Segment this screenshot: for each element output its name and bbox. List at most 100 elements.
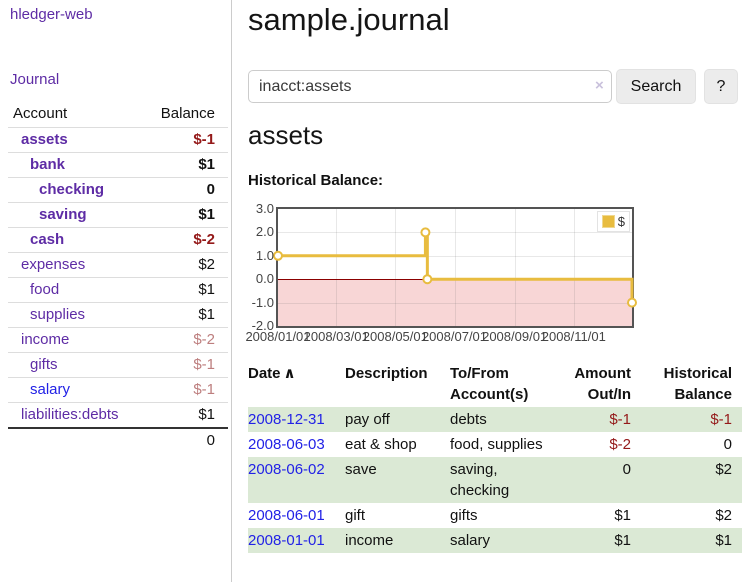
accounts-total-value: 0	[141, 427, 228, 453]
account-balance: $1	[141, 152, 228, 178]
legend-swatch-icon	[601, 215, 615, 228]
account-link-gifts[interactable]: gifts	[30, 356, 58, 373]
transaction-description: pay off	[345, 407, 450, 432]
x-axis-tick-label: 2008/01/01	[245, 329, 311, 344]
x-axis-tick-label: 2008/11/01	[541, 329, 606, 344]
balance-series-line	[273, 227, 637, 308]
x-axis-tick-label: 2008/07/01	[421, 329, 488, 344]
transaction-date-link[interactable]: 2008-06-03	[248, 436, 325, 453]
account-balance: $1	[141, 402, 228, 429]
accounts-table-header: Account Balance	[8, 102, 228, 128]
accounts-column-header: Account	[8, 102, 142, 128]
account-balance: $2	[141, 252, 228, 278]
account-link-bank[interactable]: bank	[30, 156, 66, 173]
account-balance: 0	[141, 177, 228, 203]
account-link-assets[interactable]: assets	[21, 131, 68, 148]
data-point-marker	[273, 250, 283, 261]
transaction-amount: 0	[555, 457, 637, 503]
help-button[interactable]: ?	[704, 69, 738, 104]
transaction-description: eat & shop	[345, 436, 417, 453]
transaction-accounts: salary	[450, 528, 555, 553]
accounts-column-header: To/From Account(s)	[450, 365, 529, 403]
y-axis-tick-label: 0.0	[255, 271, 274, 287]
account-row: expenses $2	[8, 252, 228, 278]
data-point-marker	[420, 227, 431, 238]
account-row: salary $-1	[8, 377, 228, 403]
brand-link[interactable]: hledger-web	[10, 6, 93, 23]
gridline	[454, 209, 456, 326]
account-link-supplies[interactable]: supplies	[30, 306, 86, 323]
account-link-saving[interactable]: saving	[39, 206, 87, 223]
sort-ascending-icon: ∧	[283, 365, 296, 382]
y-axis-tick-label: -1.0	[251, 294, 274, 310]
account-balance: $1	[141, 277, 228, 303]
transaction-accounts: food, supplies	[450, 436, 543, 453]
transaction-date-link[interactable]: 2008-12-31	[248, 411, 325, 428]
transaction-date-link[interactable]: 2008-01-01	[248, 532, 325, 549]
account-balance: $-1	[141, 377, 228, 403]
date-column-header[interactable]: Date ∧	[248, 365, 296, 382]
account-link-salary[interactable]: salary	[30, 381, 71, 398]
transaction-balance: 0	[723, 436, 732, 453]
register-row: 2008-01-01 income salary $1 $1	[248, 528, 742, 553]
gridline	[514, 209, 516, 326]
x-axis-tick-label: 2008/03/01	[303, 329, 369, 344]
clear-search-icon[interactable]: ×	[595, 77, 604, 94]
transaction-balance: $1	[637, 528, 742, 553]
account-link-liabilities-debts[interactable]: liabilities:debts	[21, 406, 119, 423]
account-row: liabilities:debts $1	[8, 402, 228, 429]
gridline	[278, 232, 632, 234]
y-axis-tick-label: 3.0	[255, 201, 274, 216]
transaction-date-link[interactable]: 2008-06-02	[248, 461, 325, 478]
account-balance: $1	[141, 202, 228, 228]
account-link-income[interactable]: income	[21, 331, 70, 348]
account-link-cash[interactable]: cash	[30, 231, 65, 248]
transaction-date-link[interactable]: 2008-06-01	[248, 507, 325, 524]
y-axis-tick-label: 1.0	[255, 247, 274, 263]
balance-column-header: Historical Balance	[663, 365, 732, 403]
account-link-expenses[interactable]: expenses	[21, 256, 86, 273]
account-row: income $-2	[8, 327, 228, 353]
account-balance: $-2	[141, 227, 228, 253]
search-button[interactable]: Search	[616, 69, 696, 104]
data-point-marker	[627, 297, 637, 308]
accounts-table: Account Balance assets $-1 bank $1 checking 0…	[8, 102, 228, 453]
account-row: supplies $1	[8, 302, 228, 328]
accounts-total-row: 0	[8, 427, 228, 453]
account-row: gifts $-1	[8, 352, 228, 378]
search-input[interactable]	[248, 70, 612, 103]
account-balance: $-1	[141, 352, 228, 378]
page-title: sample.journal	[248, 2, 450, 37]
chart-plot-area: $	[273, 207, 637, 328]
gridline	[278, 302, 632, 304]
gridline	[278, 255, 632, 257]
x-axis-tick-label: 2008/05/01	[362, 329, 428, 344]
search-form: × Search ?	[248, 69, 742, 104]
account-row: checking 0	[8, 177, 228, 203]
account-row: bank $1	[8, 152, 228, 178]
balance-column-header: Balance	[141, 102, 228, 128]
register-row: 2008-06-01 gift gifts $1 $2	[248, 503, 742, 528]
gridline	[395, 209, 397, 326]
transaction-accounts: gifts	[450, 507, 478, 524]
account-balance: $-2	[141, 327, 228, 353]
account-link-food[interactable]: food	[30, 281, 60, 298]
historical-balance-chart: $ 3.0 2.0 1.0 0.0 -1.0 -2.0 2008/01/01 2008/03/…	[245, 201, 648, 349]
data-point-marker	[422, 274, 433, 285]
transaction-amount: $1	[614, 507, 631, 524]
description-column-header: Description	[345, 365, 428, 382]
register-table: Date ∧ Description To/From Account(s) Amou…	[248, 361, 742, 553]
transaction-description: save	[345, 457, 450, 503]
gridline	[573, 209, 575, 326]
chart-title-label: Historical Balance:	[248, 172, 384, 189]
legend-label: $	[617, 214, 625, 229]
account-row: cash $-2	[8, 227, 228, 253]
account-balance: $1	[141, 302, 228, 328]
register-row: 2008-12-31 pay off debts $-1 $-1	[248, 407, 742, 432]
sidebar: hledger-web Journal Account Balance asse…	[0, 0, 232, 582]
account-link-checking[interactable]: checking	[39, 181, 105, 198]
transaction-balance: $-1	[637, 407, 742, 432]
transaction-amount: $1	[555, 528, 637, 553]
sidebar-item-journal[interactable]: Journal	[10, 71, 60, 88]
transaction-amount: $-1	[555, 407, 637, 432]
